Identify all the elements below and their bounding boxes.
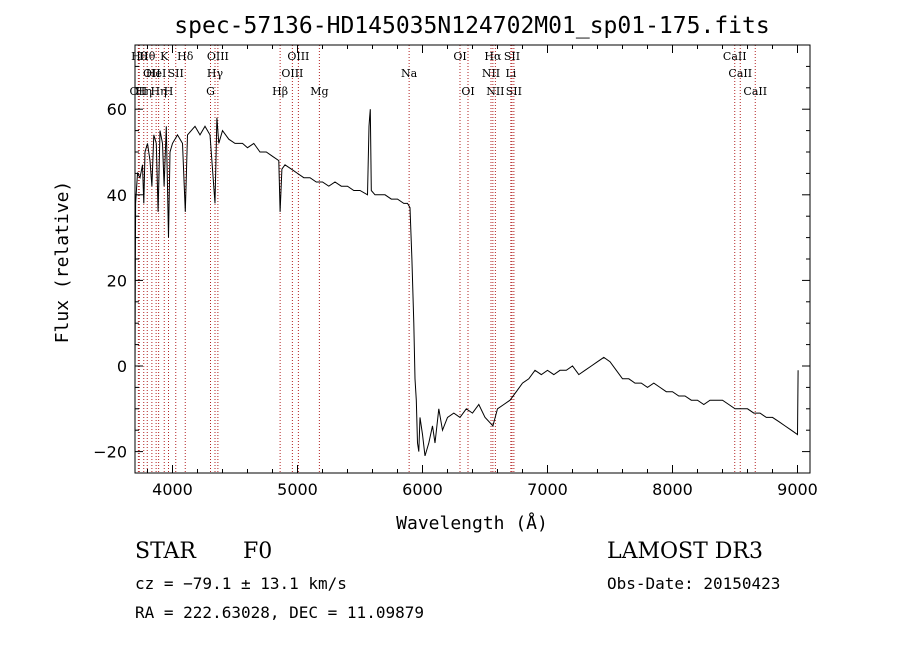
line-marker-label-8: H bbox=[164, 85, 174, 98]
line-marker-label-9: SII bbox=[168, 67, 184, 80]
y-tick-label-0: −20 bbox=[93, 443, 127, 462]
y-axis-label: Flux (relative) bbox=[52, 181, 73, 344]
line-marker-label-19: OI bbox=[453, 50, 466, 63]
y-tick-label-2: 20 bbox=[107, 271, 127, 290]
y-tick-label-4: 60 bbox=[107, 100, 127, 119]
line-marker-label-20: OI bbox=[461, 85, 474, 98]
coordinates: RA = 222.63028, DEC = 11.09879 bbox=[135, 603, 424, 622]
line-marker-label-28: CaII bbox=[728, 67, 752, 80]
y-tick-label-3: 40 bbox=[107, 186, 127, 205]
x-tick-label-3: 7000 bbox=[527, 480, 568, 499]
line-marker-label-17: Mg bbox=[310, 85, 328, 98]
line-marker-label-2: Hη bbox=[136, 85, 152, 98]
line-marker-label-16: OIII bbox=[287, 50, 309, 63]
line-marker-label-29: CaII bbox=[743, 85, 767, 98]
survey-name: LAMOST DR3 bbox=[607, 539, 763, 564]
object-class: STAR bbox=[135, 539, 196, 564]
line-marker-label-14: Hβ bbox=[272, 85, 288, 98]
line-marker-label-22: Hα bbox=[484, 50, 502, 63]
line-markers bbox=[137, 45, 756, 473]
x-tick-label-5: 9000 bbox=[777, 480, 818, 499]
line-marker-label-13: OIII bbox=[207, 50, 229, 63]
line-marker-label-18: Na bbox=[401, 67, 418, 80]
line-marker-label-24: Li bbox=[505, 67, 516, 80]
y-axis-ticks: −20 0 20 40 60 bbox=[93, 44, 810, 474]
line-marker-label-5: HeI bbox=[146, 67, 166, 80]
plot-frame bbox=[134, 44, 811, 474]
x-axis-label: Wavelength (Å) bbox=[396, 512, 548, 534]
object-subclass: F0 bbox=[243, 539, 273, 564]
x-axis-ticks: 4000 5000 6000 7000 8000 9000 bbox=[147, 45, 818, 499]
redshift-value: cz = −79.1 ± 13.1 km/s bbox=[135, 574, 347, 593]
y-tick-label-1: 0 bbox=[117, 357, 127, 376]
line-marker-label-11: G bbox=[206, 85, 215, 98]
line-marker-label-21: NII bbox=[482, 67, 500, 80]
line-marker-label-0: OII bbox=[130, 85, 148, 98]
line-marker-label-10: Hδ bbox=[177, 50, 194, 63]
x-tick-label-4: 8000 bbox=[652, 480, 693, 499]
line-marker-label-7: K bbox=[160, 50, 169, 63]
x-tick-label-0: 4000 bbox=[152, 480, 193, 499]
line-marker-labels: OIIHθHηHθOIIHeIHηKHSIIHδGHγOIIIHβOIIIOII… bbox=[130, 50, 768, 98]
line-marker-label-27: CaII bbox=[723, 50, 747, 63]
line-marker-label-3: Hθ bbox=[139, 50, 156, 63]
observation-date: Obs-Date: 20150423 bbox=[607, 574, 781, 593]
line-marker-label-26: SII bbox=[506, 85, 522, 98]
line-marker-label-25: SII bbox=[504, 50, 520, 63]
spectrum-series-line bbox=[134, 109, 799, 457]
x-tick-label-1: 5000 bbox=[277, 480, 318, 499]
line-marker-label-4: OII bbox=[143, 67, 161, 80]
line-marker-label-6: Hη bbox=[151, 85, 167, 98]
line-marker-label-12: Hγ bbox=[207, 67, 224, 80]
line-marker-label-23: NII bbox=[486, 85, 504, 98]
line-marker-label-15: OIII bbox=[281, 67, 303, 80]
chart-title: spec-57136-HD145035N124702M01_sp01-175.f… bbox=[174, 13, 769, 39]
x-tick-label-2: 6000 bbox=[402, 480, 443, 499]
